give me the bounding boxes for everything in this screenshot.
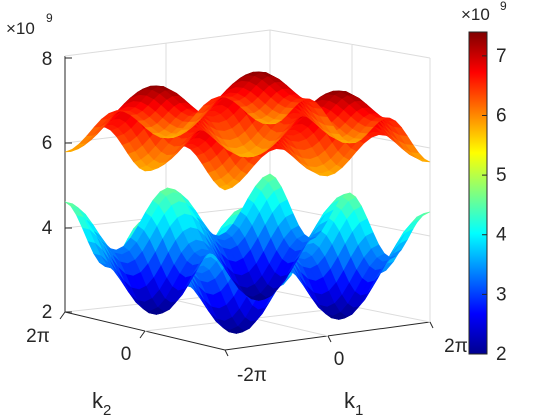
colorbar-tick-label: 5 — [496, 165, 507, 186]
colorbar-exponent-prefix: ×10 — [461, 5, 490, 24]
colorbar-exponent-power: 9 — [500, 0, 507, 13]
y-axis: 2π 0 k2 — [26, 311, 146, 419]
z-tick-label: 8 — [42, 49, 53, 70]
colorbar-tick-label: 4 — [496, 225, 507, 246]
colorbar-ticks: 2 3 4 5 6 7 — [482, 46, 507, 365]
colorbar-tick-label: 2 — [496, 344, 507, 365]
z-tick-label: 4 — [42, 218, 53, 239]
upper-band-patch — [64, 148, 79, 153]
z-axis: 2 4 6 8 ×10 9 — [6, 11, 72, 323]
y-tick-label: 2π — [26, 326, 50, 347]
x-tick-label: 0 — [334, 349, 345, 370]
colorbar-tick-label: 3 — [496, 284, 507, 305]
surface-plot — [64, 71, 431, 334]
x-tick-label: 2π — [444, 336, 468, 357]
upper-band-patch — [71, 142, 87, 150]
lower-band-patch — [262, 173, 277, 183]
z-exponent-power: 9 — [46, 11, 53, 25]
upper-band-patch — [262, 122, 276, 125]
colorbar-tick-label: 6 — [496, 105, 507, 126]
z-exponent-prefix: ×10 — [6, 19, 35, 38]
colorbar: 2 3 4 5 6 7 ×10 9 — [461, 0, 507, 365]
colorbar-gradient — [468, 31, 488, 355]
z-tick-label: 2 — [42, 302, 53, 323]
z-tick-label: 6 — [42, 133, 53, 154]
x-axis-label: k1 — [344, 388, 363, 419]
x-tick-label: -2π — [237, 365, 267, 386]
colorbar-tick-label: 7 — [496, 46, 507, 67]
x-axis: -2π 0 2π k1 — [224, 321, 468, 419]
y-axis-label: k2 — [92, 388, 111, 419]
y-tick-label: 0 — [121, 344, 132, 365]
